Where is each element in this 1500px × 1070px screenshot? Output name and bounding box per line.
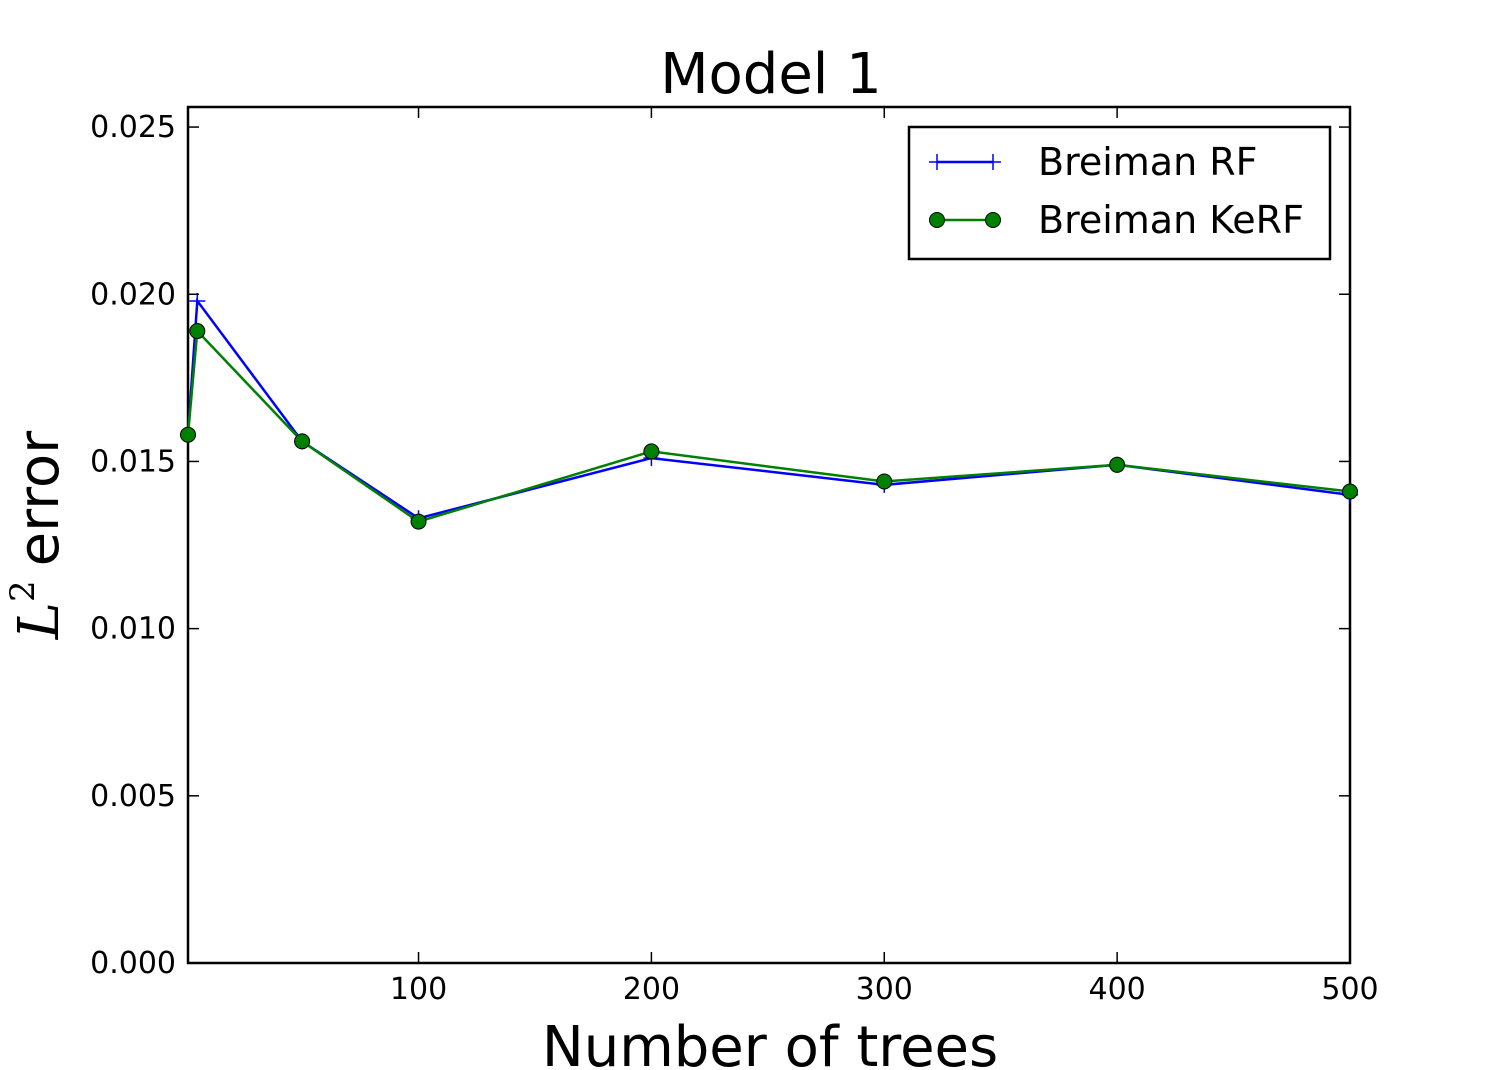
legend-item: Breiman KeRF — [929, 198, 1304, 242]
series-breiman-kerf — [180, 323, 1358, 530]
chart-title: Model 1 — [660, 42, 882, 107]
y-axis-title: L2 error — [3, 430, 72, 640]
data-point — [410, 513, 427, 530]
legend-marker — [929, 212, 945, 228]
legend-label: Breiman RF — [1038, 140, 1258, 184]
data-point — [189, 292, 206, 309]
legend: Breiman RF Breiman KeRF — [907, 125, 1332, 261]
data-point — [180, 426, 196, 443]
y-axis-title-math-base: L — [7, 602, 72, 640]
x-tick-label: 100 — [390, 972, 447, 1007]
data-point — [189, 323, 206, 340]
legend-box — [907, 125, 1332, 261]
series-layer — [180, 292, 1358, 530]
legend-marker — [929, 154, 945, 170]
y-axis-title-text: L2 error — [3, 430, 72, 640]
series-line — [186, 328, 1351, 523]
x-tick-label: 400 — [1089, 972, 1146, 1007]
y-tick-label: 0.010 — [90, 612, 176, 647]
legend-item: Breiman RF — [929, 140, 1258, 184]
x-tick-label: 500 — [1321, 972, 1378, 1007]
y-tick-label: 0.025 — [90, 110, 176, 145]
y-axis-title-math-sup: 2 — [3, 580, 43, 602]
data-point — [1342, 483, 1358, 500]
x-axis: 100 200 300 400 500 — [390, 107, 1379, 1007]
data-point — [1109, 456, 1126, 473]
legend-label: Breiman KeRF — [1038, 198, 1304, 242]
x-tick-label: 300 — [856, 972, 913, 1007]
data-point — [294, 433, 311, 450]
data-point — [643, 443, 660, 460]
y-tick-label: 0.020 — [90, 277, 176, 312]
y-tick-label: 0.000 — [90, 946, 176, 981]
x-axis-title: Number of trees — [542, 1015, 998, 1070]
y-axis-title-word: error — [7, 430, 72, 567]
legend-marker — [985, 212, 1001, 228]
y-tick-label: 0.015 — [90, 444, 176, 479]
y-axis: 0.000 0.005 0.010 0.015 0.020 0.025 — [90, 110, 1350, 981]
x-tick-label: 200 — [623, 972, 680, 1007]
y-tick-label: 0.005 — [90, 779, 176, 814]
legend-marker — [985, 154, 1001, 170]
data-point — [876, 473, 893, 490]
